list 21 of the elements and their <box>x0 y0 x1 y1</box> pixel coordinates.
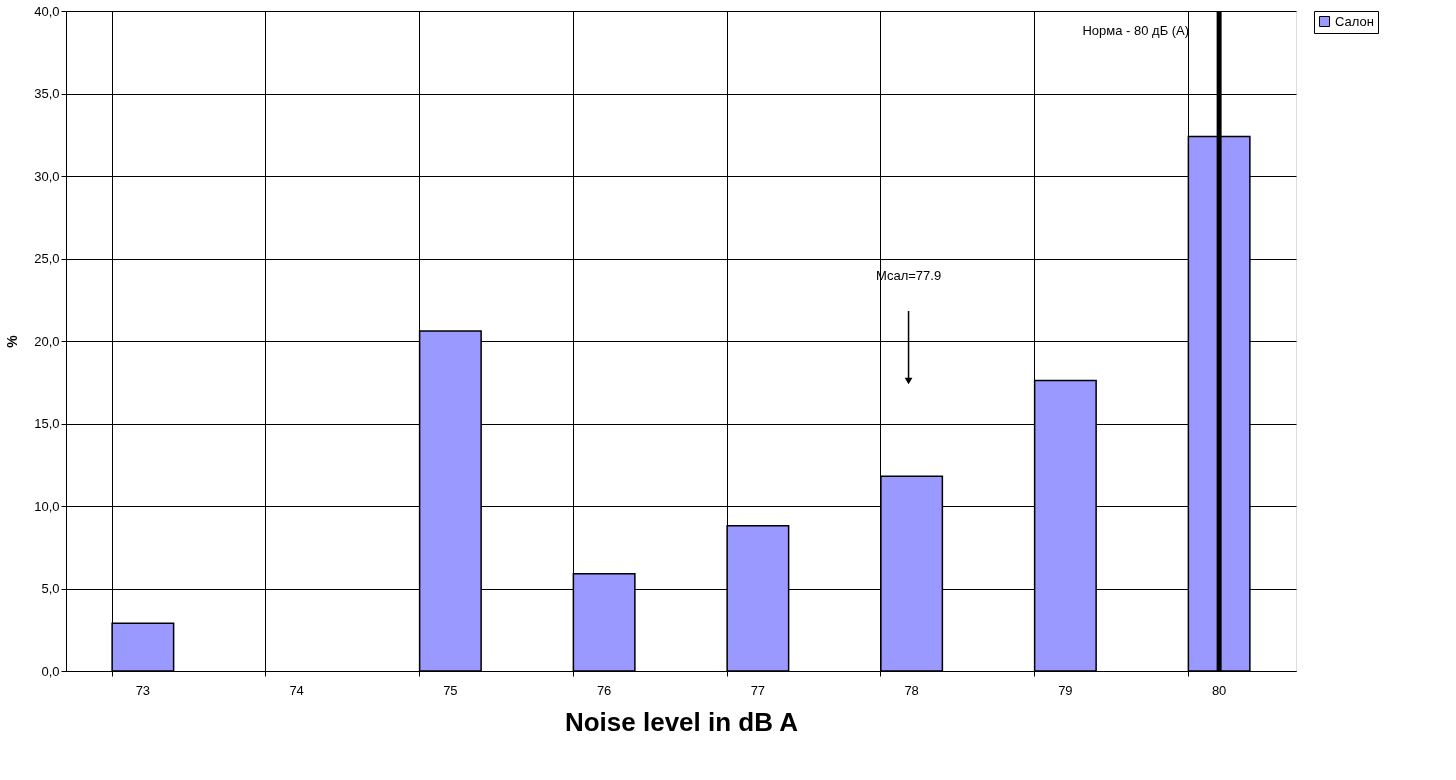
y-tick-label: 40,0 <box>34 3 60 19</box>
legend-label: Салон <box>1335 13 1374 29</box>
y-tick-label: 0,0 <box>41 663 60 679</box>
y-tick-label: 10,0 <box>34 498 60 514</box>
x-tick-label: 80 <box>1211 682 1227 698</box>
x-tick-label: 77 <box>750 682 766 698</box>
y-tick-label: 35,0 <box>34 86 60 101</box>
y-tick-label: 25,0 <box>34 251 60 266</box>
x-tick-label: 75 <box>443 682 458 698</box>
x-axis-title: Noise level in dB A <box>564 706 799 737</box>
x-tick-label: 76 <box>596 682 612 698</box>
y-axis-title: % <box>4 334 21 348</box>
y-tick-label: 30,0 <box>34 168 60 184</box>
y-tick-label: 15,0 <box>34 416 60 431</box>
x-tick-label: 73 <box>135 682 151 698</box>
ref-line-label: Норма - 80 дБ (A) <box>1082 23 1190 38</box>
x-tick-label: 78 <box>904 682 919 698</box>
y-tick-label: 5,0 <box>41 581 60 596</box>
x-tick-label: 79 <box>1058 682 1073 698</box>
x-tick-label: 74 <box>289 682 304 698</box>
y-tick-label: 20,0 <box>34 333 60 349</box>
